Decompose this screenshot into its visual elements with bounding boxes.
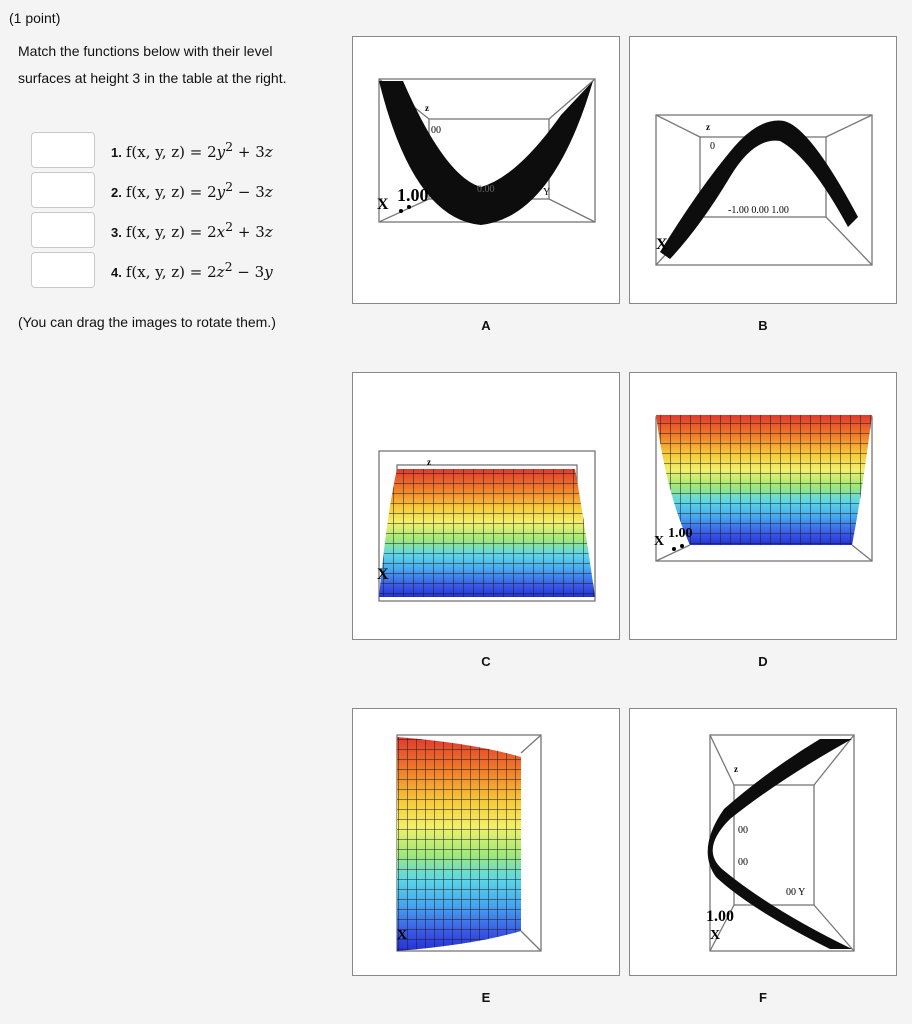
svg-text:X: X [377, 566, 389, 583]
surface-image-b[interactable]: z 0 -1.00 0.00 1.00 X [629, 36, 897, 304]
function-row-1: 1. f(x, y, z) = 2y2 + 3z [31, 131, 273, 169]
answer-input-1[interactable] [31, 132, 95, 168]
svg-text:X: X [654, 534, 664, 549]
svg-text:00: 00 [431, 125, 441, 136]
svg-text:X: X [656, 236, 668, 253]
caption-a: A [481, 318, 491, 333]
svg-text:X: X [710, 928, 720, 943]
answer-input-2[interactable] [31, 172, 95, 208]
surface-plot-a: z 00 0.00 Y 1.00 X [377, 78, 596, 225]
caption-f: F [759, 990, 767, 1005]
surface-plot-e: X [396, 734, 542, 952]
svg-text:1.00: 1.00 [397, 185, 429, 205]
instructions: Match the functions below with their lev… [18, 43, 287, 86]
svg-text:Y: Y [543, 187, 550, 198]
function-1: 1. f(x, y, z) = 2y2 + 3z [111, 139, 273, 161]
surface-image-a[interactable]: z 00 0.00 Y 1.00 X [352, 36, 620, 304]
svg-text:00: 00 [738, 825, 748, 836]
svg-text:z: z [734, 764, 738, 774]
surface-plot-d: 1.00 X [654, 415, 873, 562]
svg-text:00: 00 [738, 857, 748, 868]
svg-text:z: z [427, 457, 431, 467]
function-row-3: 3. f(x, y, z) = 2x2 + 3z [31, 211, 273, 249]
svg-text:z: z [425, 103, 429, 113]
answer-input-3[interactable] [31, 212, 95, 248]
drag-note: (You can drag the images to rotate them.… [18, 314, 276, 330]
surface-image-c[interactable]: z X [352, 372, 620, 640]
surface-image-e[interactable]: X [352, 708, 620, 976]
answer-input-4[interactable] [31, 252, 95, 288]
points-label: (1 point) [9, 10, 61, 26]
surface-plot-b: z 0 -1.00 0.00 1.00 X [655, 114, 873, 266]
caption-e: E [481, 990, 491, 1005]
surface-image-f[interactable]: z 00 00 00 Y 1.00 X [629, 708, 897, 976]
surface-image-d[interactable]: 1.00 X [629, 372, 897, 640]
svg-text:-1.00 0.00 1.00: -1.00 0.00 1.00 [728, 205, 789, 216]
svg-text:0.00: 0.00 [477, 184, 495, 195]
svg-text:1.00: 1.00 [706, 908, 734, 925]
surface-plot-f: z 00 00 00 Y 1.00 X [706, 734, 855, 952]
surface-shape-b [660, 120, 858, 259]
svg-text:X: X [397, 928, 407, 943]
caption-d: D [758, 654, 768, 669]
function-row-4: 4. f(x, y, z) = 2z2 − 3y [31, 251, 273, 289]
svg-text:0: 0 [710, 141, 715, 152]
svg-text:X: X [377, 196, 389, 213]
svg-text:z: z [706, 122, 710, 132]
caption-b: B [758, 318, 768, 333]
caption-c: C [481, 654, 491, 669]
surface-plot-c: z X [377, 450, 596, 602]
svg-text:00 Y: 00 Y [786, 887, 805, 898]
function-4: 4. f(x, y, z) = 2z2 − 3y [111, 259, 273, 281]
surface-shape-a [379, 81, 593, 225]
surface-shape-f [707, 739, 852, 949]
function-row-2: 2. f(x, y, z) = 2y2 − 3z [31, 171, 273, 209]
function-3: 3. f(x, y, z) = 2x2 + 3z [111, 219, 273, 241]
function-2: 2. f(x, y, z) = 2y2 − 3z [111, 179, 273, 201]
svg-text:1.00: 1.00 [668, 526, 693, 541]
